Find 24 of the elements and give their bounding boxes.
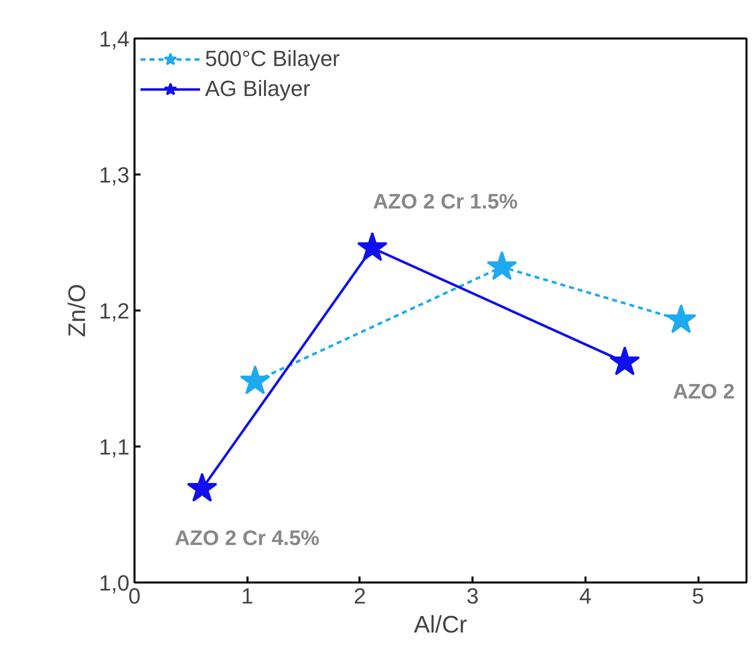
legend-label: 500°C Bilayer <box>205 46 340 72</box>
x-tick-label: 4 <box>579 584 592 608</box>
point <box>357 232 388 262</box>
y-tick-label: 1,4 <box>98 26 130 52</box>
point <box>240 365 270 394</box>
y-tick-label: 1,0 <box>98 570 130 596</box>
y-tick-label: 1,1 <box>98 434 130 460</box>
point <box>610 346 640 376</box>
y-tick-label: 1,2 <box>98 298 130 324</box>
x-tick-label: 0 <box>128 584 141 608</box>
point <box>186 472 218 502</box>
annotation: AZO 2 Cr 4.5% <box>174 527 320 550</box>
point <box>666 304 696 334</box>
x-tick-label: 3 <box>466 584 479 608</box>
annotation: AZO 2 Cr 1.5% <box>372 190 518 214</box>
legend-label: AG Bilayer <box>205 76 310 102</box>
x-tick-label: 5 <box>692 584 704 608</box>
point <box>486 250 518 280</box>
x-tick-label: 1 <box>241 584 254 608</box>
y-tick-label: 1,3 <box>98 162 130 188</box>
y-axis-title: Zn/O <box>64 284 91 338</box>
x-axis-title: Al/Cr <box>414 612 468 638</box>
x-tick-label: 2 <box>354 584 366 608</box>
annotation: AZO 2 <box>672 380 735 404</box>
